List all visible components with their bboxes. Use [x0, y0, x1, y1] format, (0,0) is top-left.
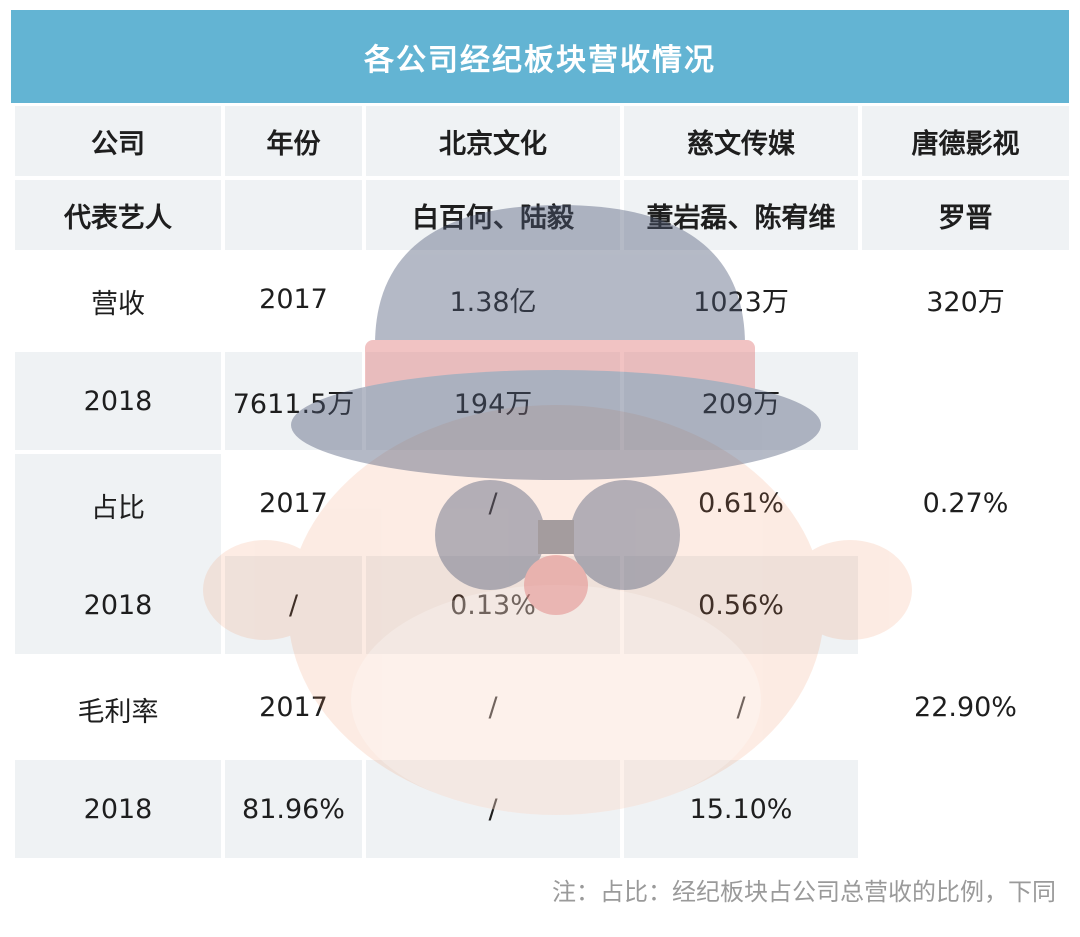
header-company-3: 唐德影视 — [862, 106, 1069, 176]
year-cell: 2017 — [259, 487, 328, 519]
artists-company-1: 白百何、陆毅 — [366, 180, 620, 250]
value-cell: 81.96% — [225, 760, 362, 858]
table-row: 毛利率 2017 / / 22.90% — [15, 658, 1069, 756]
header-company-2: 慈文传媒 — [624, 106, 858, 176]
value-cell: 7611.5万 — [225, 352, 362, 450]
artists-company-2: 董岩磊、陈宥维 — [624, 180, 858, 250]
year-cell: 2018 — [15, 352, 221, 450]
artists-row: 代表艺人 白百何、陆毅 董岩磊、陈宥维 罗晋 — [15, 180, 1069, 250]
table-row: 2018/0.13% 0.56% — [15, 556, 1069, 654]
header-year-label: 年份 — [225, 106, 362, 176]
table-title: 各公司经纪板块营收情况 — [11, 10, 1069, 103]
value-cell: / — [488, 691, 498, 723]
value-cell: / — [488, 487, 498, 519]
footnote: 注：占比：经纪板块占公司总营收的比例，下同 — [552, 878, 1056, 906]
artists-company-3: 罗晋 — [862, 180, 1069, 250]
value-cell: 0.13% — [366, 556, 620, 654]
year-cell: 2017 — [259, 283, 328, 315]
value-cell: 0.61% — [698, 487, 784, 519]
table-row: 占比 2017 / 0.61% 0.27% — [15, 454, 1069, 556]
value-cell: 22.90% — [914, 691, 1017, 723]
value-cell: 15.10% — [624, 760, 858, 858]
revenue-table: 公司 年份 北京文化 慈文传媒 唐德影视 代表艺人 白百何、陆毅 董岩磊、陈宥维… — [11, 106, 1073, 858]
table-row: 营收 2017 1.38亿 1023万 320万 — [15, 250, 1069, 348]
value-cell: 1.38亿 — [449, 286, 537, 318]
header-company-label: 公司 — [15, 106, 221, 176]
value-cell: / — [736, 691, 746, 723]
metric-label: 占比 — [15, 454, 221, 556]
value-cell: 0.56% — [624, 556, 858, 654]
artists-label: 代表艺人 — [15, 180, 221, 250]
year-cell: 2018 — [15, 556, 221, 654]
metric-label: 毛利率 — [77, 696, 159, 728]
value-cell: 209万 — [624, 352, 858, 450]
table-row: 2018 81.96%/15.10% — [15, 760, 1069, 858]
value-cell: 0.27% — [922, 487, 1009, 519]
value-cell: / — [366, 760, 620, 858]
value-cell: 1023万 — [693, 286, 789, 318]
artists-year-empty — [225, 180, 362, 250]
value-cell: 320万 — [926, 286, 1005, 318]
value-cell: / — [225, 556, 362, 654]
value-cell: 194万 — [366, 352, 620, 450]
year-cell: 2017 — [259, 691, 328, 723]
year-cell: 2018 — [15, 760, 221, 858]
table-row: 2018 7611.5万 194万 209万 — [15, 352, 1069, 450]
metric-label: 营收 — [91, 288, 145, 320]
header-row: 公司 年份 北京文化 慈文传媒 唐德影视 — [15, 106, 1069, 176]
header-company-1: 北京文化 — [366, 106, 620, 176]
